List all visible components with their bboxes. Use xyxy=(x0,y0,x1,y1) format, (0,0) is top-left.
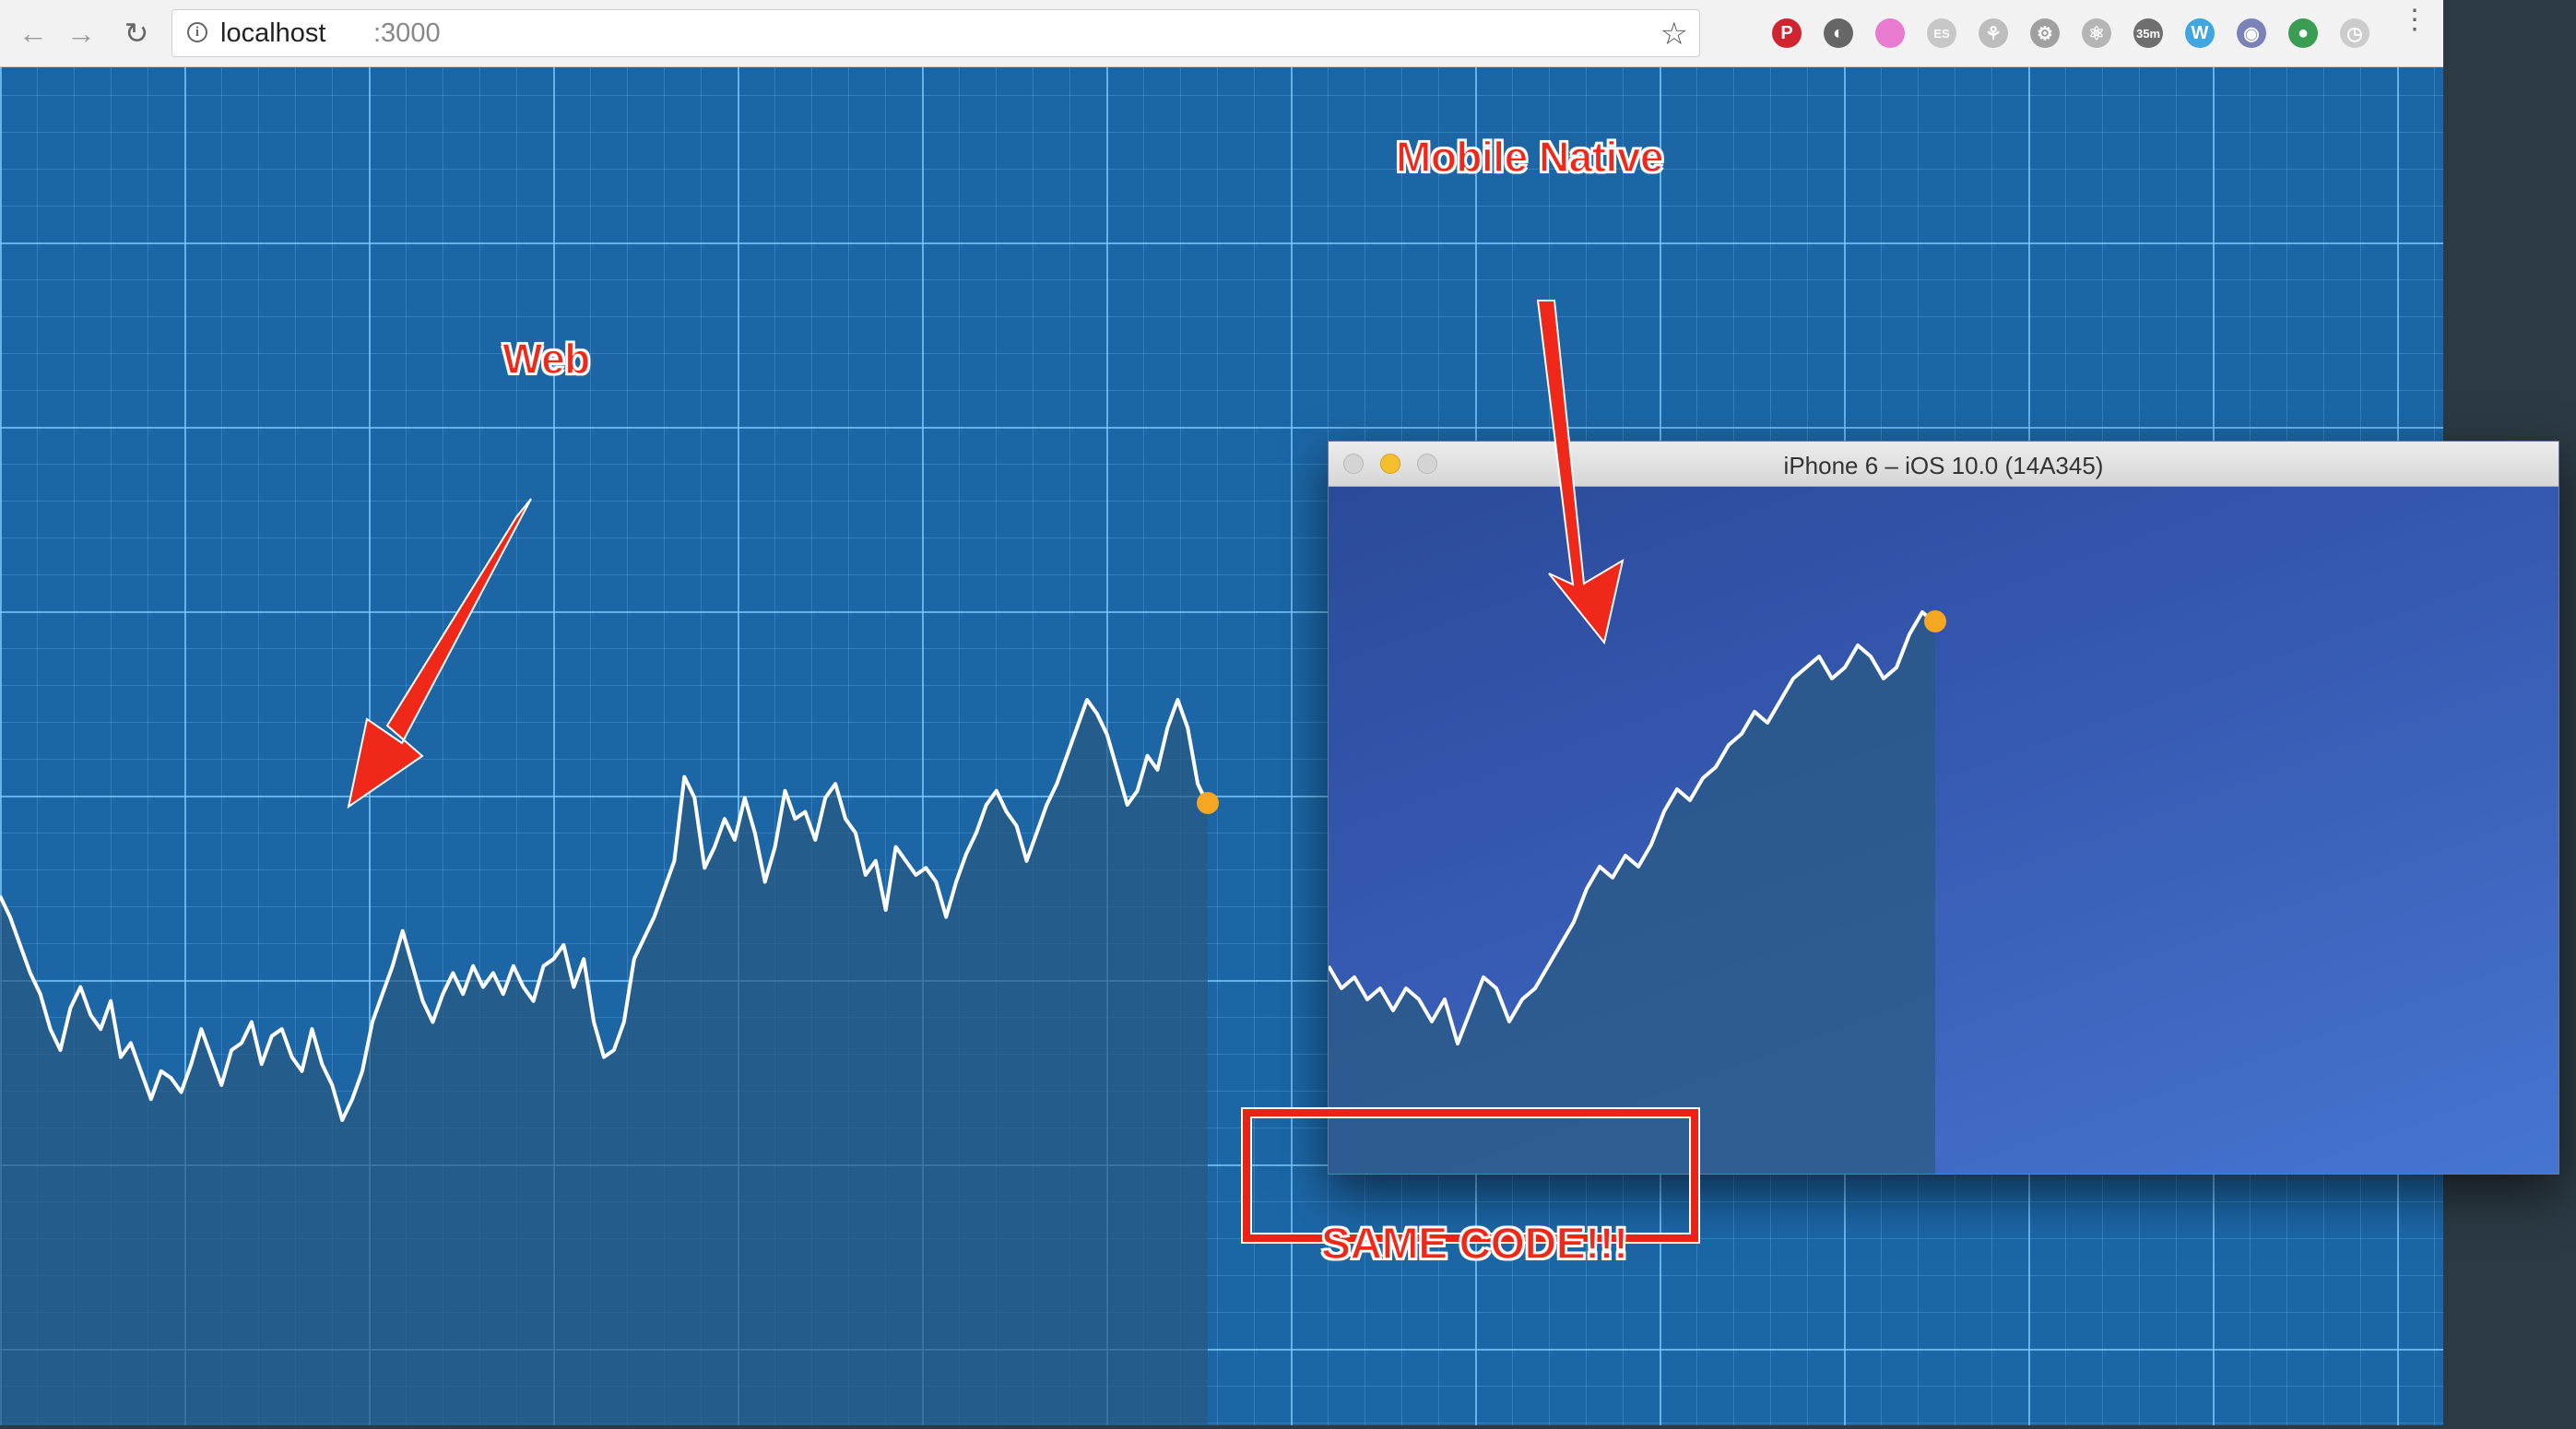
simulator-title: iPhone 6 – iOS 10.0 (14A345) xyxy=(1783,452,2104,479)
simulator-screen xyxy=(1329,487,2558,1174)
w-icon[interactable]: W xyxy=(2185,18,2215,48)
mobile-native-label: Mobile Native xyxy=(1395,132,1664,182)
simulator-window: iPhone 6 – iOS 10.0 (14A345) xyxy=(1328,441,2559,1175)
web-chart-line xyxy=(0,698,1210,1122)
reload-icon[interactable]: ↻ xyxy=(124,17,149,50)
back-icon[interactable]: ← xyxy=(18,17,48,50)
web-label: Web xyxy=(502,334,591,384)
bookmark-star-icon[interactable]: ☆ xyxy=(1660,17,1688,52)
browser-toolbar: ← → ↻ i localhost :3000 ☆ P ◐ ES ⚘ ⚙ ⚛ 35m W ◉ ● ◷… xyxy=(0,0,2443,67)
mobile-chart-line xyxy=(1329,610,1937,1045)
url-host: localhost xyxy=(220,18,326,48)
info-icon[interactable]: i xyxy=(187,22,207,42)
mobile-chart xyxy=(1329,610,1946,1174)
close-button[interactable] xyxy=(1343,454,1364,474)
menu-icon[interactable]: ⋮ xyxy=(2401,5,2428,35)
settings-icon[interactable]: ⚙ xyxy=(2030,18,2060,48)
pinterest-icon[interactable]: P xyxy=(1772,18,1802,48)
timer-icon[interactable]: 35m xyxy=(2133,18,2163,48)
web-chart xyxy=(0,698,1219,1425)
feedly-icon[interactable]: ◐ xyxy=(1824,18,1853,48)
globe-icon[interactable]: ● xyxy=(2288,18,2318,48)
web-chart-end-dot xyxy=(1197,792,1219,814)
zoom-button[interactable] xyxy=(1417,454,1437,474)
tree-icon[interactable]: ⚘ xyxy=(1979,18,2008,48)
mobile-chart-area xyxy=(1329,612,1935,1174)
same-code-label: SAME CODE!!! xyxy=(1320,1219,1629,1270)
ghost-icon[interactable]: ◉ xyxy=(2237,18,2266,48)
mobile-chart-end-dot xyxy=(1924,610,1946,632)
same-code-box xyxy=(1243,1109,1698,1242)
react-icon[interactable]: ⚛ xyxy=(2082,18,2111,48)
es-icon[interactable]: ES xyxy=(1927,18,1956,48)
gradient-icon[interactable] xyxy=(1875,18,1905,48)
url-port: :3000 xyxy=(373,18,441,48)
clock-icon[interactable]: ◷ xyxy=(2340,18,2369,48)
simulator-titlebar: iPhone 6 – iOS 10.0 (14A345) xyxy=(1329,442,2558,487)
minimize-button[interactable] xyxy=(1380,454,1400,474)
address-bar[interactable]: i localhost :3000 ☆ xyxy=(171,9,1700,57)
web-chart-area xyxy=(0,700,1208,1425)
forward-icon[interactable]: → xyxy=(66,17,96,50)
